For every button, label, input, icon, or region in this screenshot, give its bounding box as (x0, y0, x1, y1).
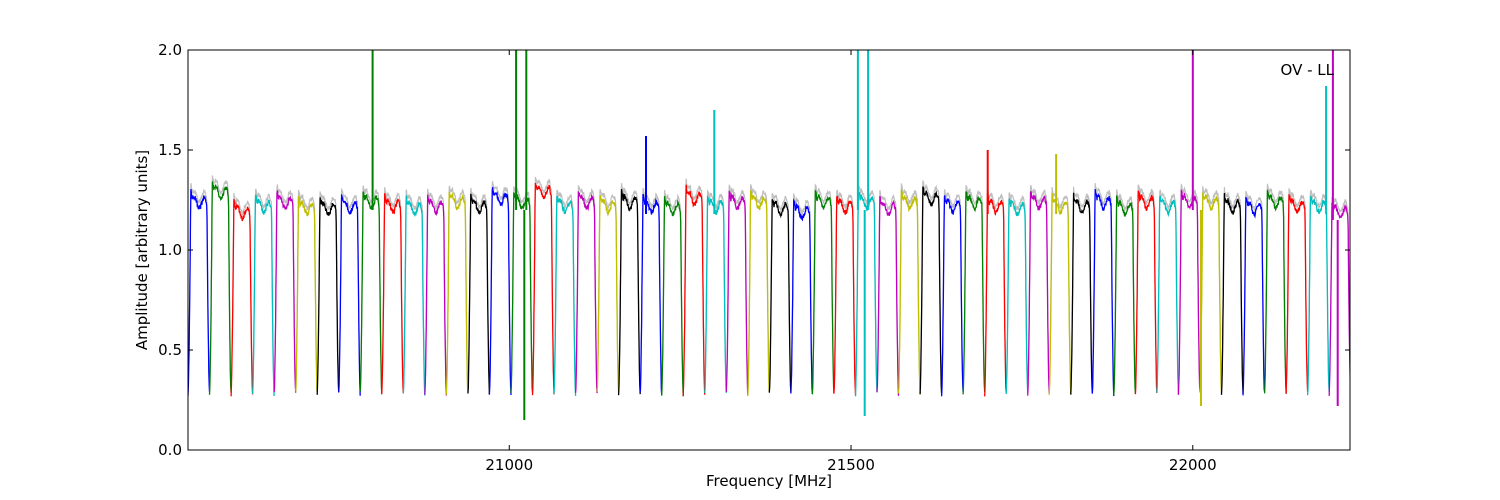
channel-3-line (230, 199, 254, 397)
channel-34-line (897, 189, 921, 395)
channel-24-line (682, 184, 706, 396)
tick-layer: 21000 21500 22000 0.0 0.5 1.0 1.5 2.0 (158, 41, 1350, 474)
channel-51-line (1263, 189, 1287, 394)
channel-21-line (617, 189, 641, 396)
channel-48-line (1199, 192, 1223, 393)
channel-39-line (1005, 197, 1029, 395)
channel-53-line (1306, 195, 1330, 396)
channel-46-line (1156, 195, 1180, 395)
channel-50-line (1242, 196, 1266, 396)
channel-8-line (338, 193, 361, 396)
channel-23-line (661, 196, 684, 397)
channel-38-line (984, 193, 1007, 397)
channel-2-line (208, 181, 232, 395)
channel-4-line (251, 194, 275, 397)
channel-27-line (747, 190, 770, 396)
channel-18-line (553, 195, 577, 396)
corner-annotation: OV - LL (1281, 61, 1335, 79)
channel-36-line (940, 195, 964, 397)
y-tick-label: 0.5 (158, 341, 182, 359)
channel-25-line (704, 195, 727, 394)
x-tick-label: 21000 (485, 456, 533, 474)
y-axis-label: Amplitude [arbitrary units] (133, 150, 151, 350)
channel-42-line (1070, 192, 1093, 395)
channel-1-line (188, 189, 211, 397)
plot-area: 21000 21500 22000 0.0 0.5 1.0 1.5 2.0 (158, 41, 1351, 474)
channel-33-line (876, 195, 900, 396)
channel-13-line (445, 191, 469, 395)
x-axis-label: Frequency [MHz] (706, 472, 832, 490)
channel-49-line (1220, 192, 1244, 395)
channel-40-line (1027, 191, 1050, 396)
channel-6-line (295, 195, 318, 393)
channel-9-line (359, 191, 383, 395)
channel-10-line (381, 193, 404, 394)
x-tick-label: 21500 (827, 456, 875, 474)
channel-5-line (273, 190, 297, 393)
channel-29-line (790, 198, 814, 395)
channel-7-line (316, 197, 340, 395)
channel-12-line (424, 194, 448, 396)
channel-32-line (854, 191, 878, 397)
channel-52-line (1285, 194, 1309, 394)
channel-15-line (488, 187, 512, 396)
channel-47-line (1177, 189, 1201, 395)
channel-31-line (833, 195, 857, 395)
channel-26-line (725, 190, 749, 396)
series-layer (188, 50, 1350, 420)
y-tick-label: 0.0 (158, 441, 182, 459)
channel-11-line (402, 194, 426, 396)
channel-44-line (1113, 195, 1137, 396)
x-tick-label: 22000 (1169, 456, 1217, 474)
channel-28-line (768, 199, 792, 393)
channel-16-line (510, 192, 534, 393)
channel-14-line (467, 193, 491, 395)
channel-41-line (1048, 193, 1072, 395)
y-tick-label: 2.0 (158, 41, 182, 59)
channel-54-line (1328, 201, 1350, 396)
channel-19-line (574, 191, 598, 394)
y-tick-label: 1.0 (158, 241, 182, 259)
y-tick-label: 1.5 (158, 141, 182, 159)
channel-20-line (596, 194, 620, 392)
channel-35-line (919, 186, 943, 395)
channel-30-line (811, 189, 835, 395)
channel-22-line (639, 193, 663, 395)
channel-17-line (531, 182, 555, 396)
channel-43-line (1091, 189, 1115, 397)
channel-37-line (962, 191, 986, 395)
channel-45-line (1134, 190, 1158, 395)
